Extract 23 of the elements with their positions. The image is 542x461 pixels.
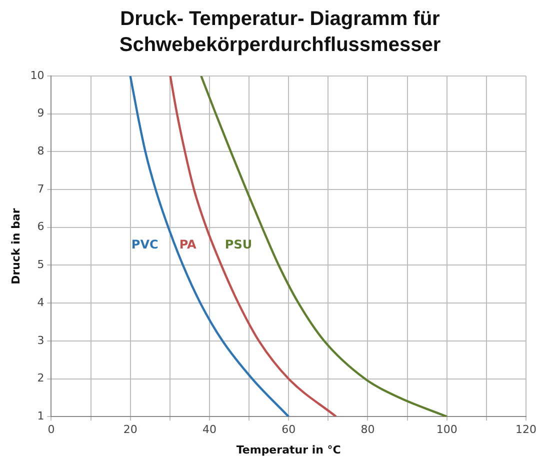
x-tick-label: 100 (436, 423, 458, 436)
y-tick-label: 1 (37, 409, 44, 422)
y-tick-label: 2 (37, 372, 44, 385)
y-axis-title: Druck in bar (9, 208, 22, 284)
y-tick-label: 7 (37, 182, 44, 196)
series-label: PVC (131, 238, 159, 252)
series-label: PA (179, 238, 198, 252)
chart-title: Druck- Temperatur- Diagramm für Schwebekörperdurchflussmesser (118, 7, 442, 58)
x-tick-label: 20 (123, 423, 138, 436)
y-tick-label: 5 (37, 258, 44, 272)
y-tick-label: 6 (37, 220, 44, 234)
y-tick-label: 10 (30, 68, 44, 82)
y-tick-label: 4 (37, 296, 44, 309)
y-tick-label: 3 (37, 334, 44, 347)
y-tick-label: 8 (37, 144, 44, 158)
x-axis-title: Temperatur in °C (236, 443, 341, 456)
y-tick-label: 9 (37, 106, 44, 120)
x-tick-label: 0 (48, 423, 55, 436)
x-tick-label: 80 (360, 423, 375, 436)
x-tick-label: 40 (202, 423, 216, 436)
series-label: PSU (224, 238, 252, 252)
x-tick-label: 120 (516, 423, 536, 436)
x-tick-label: 60 (282, 423, 296, 436)
